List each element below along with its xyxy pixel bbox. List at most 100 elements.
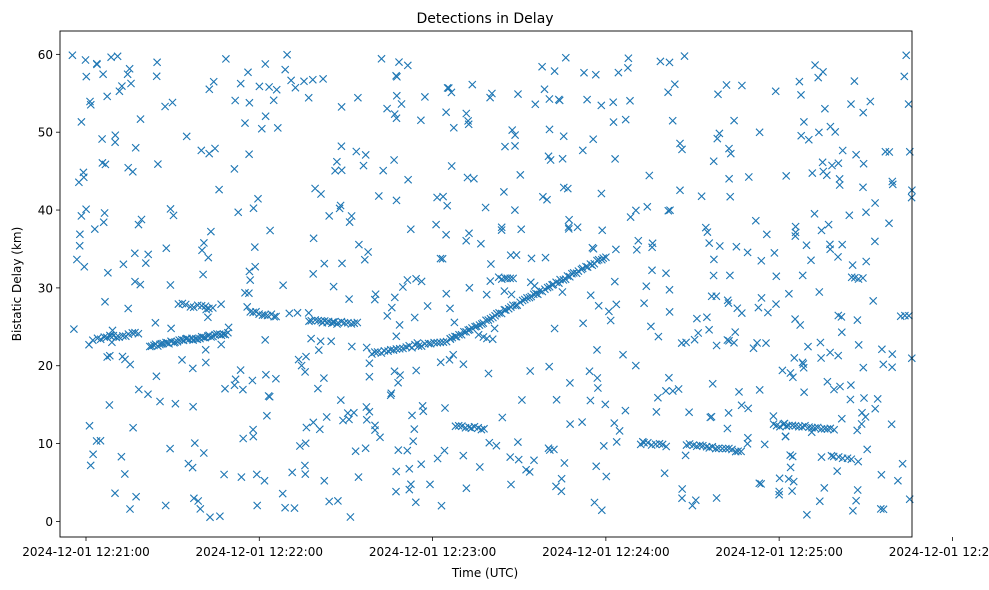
detection-point xyxy=(714,444,723,453)
detection-point xyxy=(486,260,495,268)
detection-point xyxy=(737,401,746,410)
detection-point xyxy=(475,463,484,471)
detection-point xyxy=(869,296,878,305)
detection-point xyxy=(775,490,784,499)
detection-point xyxy=(413,339,422,347)
detection-point xyxy=(440,446,449,455)
detection-point xyxy=(266,226,275,235)
detection-point xyxy=(531,100,540,109)
detection-point xyxy=(561,53,570,62)
detection-point xyxy=(134,329,143,338)
detection-point xyxy=(682,338,691,347)
detection-point xyxy=(215,512,224,521)
detection-point xyxy=(582,262,590,271)
detection-point xyxy=(786,451,795,460)
detection-point xyxy=(462,236,471,245)
detection-point xyxy=(788,452,797,461)
detection-point xyxy=(751,216,760,225)
detection-point xyxy=(300,77,308,86)
detection-point xyxy=(379,166,388,175)
detection-point xyxy=(900,72,909,81)
chart-title: Detections in Delay xyxy=(416,11,553,27)
detection-point xyxy=(559,132,568,141)
detection-point xyxy=(362,415,371,424)
detection-point xyxy=(394,446,403,455)
detection-point xyxy=(609,98,618,107)
detection-point xyxy=(105,401,114,409)
detection-point xyxy=(632,245,641,254)
detection-point xyxy=(307,334,316,343)
detection-point xyxy=(701,223,710,232)
detection-point xyxy=(365,407,374,416)
detection-point xyxy=(598,226,607,235)
detection-point xyxy=(827,451,836,460)
detection-point xyxy=(772,272,781,281)
detection-point xyxy=(565,378,574,387)
detection-point xyxy=(124,304,133,313)
detection-point xyxy=(255,82,264,91)
detection-point xyxy=(810,209,819,218)
detection-point xyxy=(383,311,392,320)
detection-point xyxy=(557,487,566,496)
detection-point xyxy=(475,321,484,330)
detection-point xyxy=(516,170,525,179)
detection-point xyxy=(411,498,420,507)
detection-point xyxy=(125,64,134,73)
detection-point xyxy=(350,319,359,328)
detection-point xyxy=(530,456,538,465)
detection-point xyxy=(665,285,674,294)
detection-point xyxy=(374,192,383,200)
detection-point xyxy=(654,332,663,341)
detection-point xyxy=(354,240,363,249)
detection-point xyxy=(281,65,290,74)
detection-point xyxy=(459,360,468,369)
detection-point xyxy=(506,274,515,283)
detection-point xyxy=(432,220,441,229)
detection-point xyxy=(410,425,419,434)
detection-point xyxy=(81,56,90,64)
detection-point xyxy=(606,316,615,325)
detection-point xyxy=(725,174,734,183)
detection-point xyxy=(392,467,401,476)
detection-point xyxy=(724,408,733,417)
detection-point xyxy=(446,304,454,313)
detection-point xyxy=(111,489,119,498)
detection-point xyxy=(88,336,97,345)
detection-point xyxy=(666,206,674,215)
detection-point xyxy=(726,192,735,201)
detection-point xyxy=(403,446,412,455)
x-axis: 2024-12-01 12:21:00 2024-12-01 12:22:00 20… xyxy=(22,537,989,559)
detection-point xyxy=(668,387,677,395)
detection-point xyxy=(715,129,724,138)
detection-point xyxy=(316,337,325,346)
detection-point xyxy=(161,102,170,111)
detection-point xyxy=(426,480,434,489)
detection-point xyxy=(847,455,856,464)
detection-point xyxy=(203,313,212,322)
detection-point xyxy=(834,159,843,168)
detection-point xyxy=(349,408,358,417)
detection-point xyxy=(239,434,248,443)
detection-point xyxy=(780,419,789,428)
detection-point xyxy=(287,76,296,85)
detection-point xyxy=(770,248,779,257)
detection-point xyxy=(798,271,807,280)
detection-point xyxy=(246,307,255,316)
detection-point xyxy=(498,413,507,422)
detection-point xyxy=(615,426,624,435)
detection-point xyxy=(347,212,356,220)
detection-point xyxy=(853,426,862,435)
detection-point xyxy=(788,421,797,430)
detection-point xyxy=(443,201,452,210)
detection-point xyxy=(815,497,824,506)
detection-point xyxy=(820,483,829,492)
detection-point xyxy=(253,501,262,510)
detection-point xyxy=(854,457,863,466)
detection-point xyxy=(449,350,458,359)
detection-point xyxy=(876,504,885,513)
detection-point xyxy=(301,439,310,448)
detection-point xyxy=(714,90,722,99)
detection-point xyxy=(811,61,820,70)
detection-point xyxy=(705,325,714,334)
